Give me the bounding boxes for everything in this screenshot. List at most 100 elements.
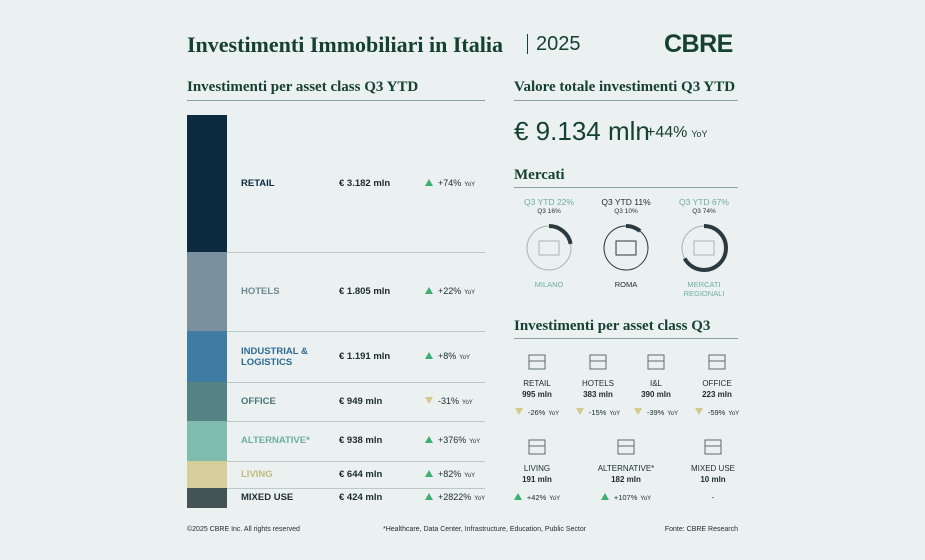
q3-name: I&L xyxy=(649,379,662,388)
section-title: Valore totale investimenti Q3 YTD xyxy=(514,79,736,95)
market-gauge xyxy=(602,224,650,272)
market-ytd: Q3 YTD 22% xyxy=(524,197,574,207)
asset-value: € 1.805 mln xyxy=(339,285,391,297)
separator xyxy=(227,252,485,253)
separator xyxy=(227,488,485,489)
market-q3: Q3 10% xyxy=(614,208,638,215)
yoy: YoY xyxy=(469,439,481,445)
market-name: ROMA xyxy=(614,280,638,289)
footer-note: *Healthcare, Data Center, Infrastructure… xyxy=(383,526,587,533)
q3-name: RETAIL xyxy=(523,379,551,388)
market-name: MERCATI REGIONALI xyxy=(683,280,725,298)
change: +8% YoY xyxy=(425,351,470,361)
year: 2025 xyxy=(527,34,581,54)
market-gauge xyxy=(525,224,573,272)
icon xyxy=(617,439,635,455)
asset-value: € 424 mln xyxy=(339,492,383,503)
icon xyxy=(708,354,726,370)
arrow xyxy=(600,493,609,500)
asset-name: MIXED USE xyxy=(241,492,294,503)
yoy: YoY xyxy=(548,411,560,417)
change-value: +82% xyxy=(438,468,462,479)
change-value: +2822% xyxy=(438,492,472,502)
block xyxy=(187,461,227,488)
block xyxy=(187,115,227,252)
asset-value: € 3.182 mln xyxy=(339,177,391,189)
section-title: Investimenti per asset class Q3 YTD xyxy=(187,79,419,95)
icon xyxy=(647,354,665,370)
section-title: Mercati xyxy=(514,167,565,183)
q3-name: MIXED USE xyxy=(690,464,735,473)
separator xyxy=(227,421,485,422)
block xyxy=(187,488,227,508)
change-value: - xyxy=(711,493,715,502)
block xyxy=(187,382,227,421)
logo: CBRE xyxy=(664,30,733,58)
change: +22% YoY xyxy=(425,286,475,296)
yoy: YoY xyxy=(691,129,708,139)
asset-name: OFFICE xyxy=(241,395,276,407)
change-value: +8% xyxy=(438,350,457,361)
change-value: +107% xyxy=(613,493,638,502)
title: Investimenti Immobiliari in Italia xyxy=(187,32,503,57)
arrow xyxy=(514,408,523,415)
q3-name: HOTELS xyxy=(581,379,614,388)
asset-name: ALTERNATIVE* xyxy=(241,435,310,446)
change: +82% YoY xyxy=(425,469,475,479)
q3-name: OFFICE xyxy=(702,379,732,388)
q3-value: 223 mln xyxy=(702,390,732,399)
change: +107% YoY xyxy=(586,493,666,502)
q3-value: 390 mln xyxy=(641,390,671,399)
arrow xyxy=(575,408,584,415)
block xyxy=(187,331,227,382)
arrow xyxy=(425,493,433,500)
arrow xyxy=(425,351,433,359)
change-value: -26% xyxy=(527,408,546,417)
asset-value: € 938 mln xyxy=(339,435,383,446)
market-ytd: Q3 YTD 11% xyxy=(601,197,651,207)
change: -31% YoY xyxy=(425,396,473,406)
change: +42% YoY xyxy=(497,493,577,502)
q3-value: 182 mln xyxy=(611,475,641,484)
arrow xyxy=(513,493,522,500)
asset-name: HOTELS xyxy=(241,285,280,297)
yoy: YoY xyxy=(728,411,740,417)
change: - xyxy=(673,493,753,502)
change-value: -39% xyxy=(646,408,665,417)
yoy: YoY xyxy=(667,411,679,417)
icon xyxy=(589,354,607,370)
arrow xyxy=(425,178,433,186)
total-change: +44% YoY xyxy=(646,124,708,142)
yoy: YoY xyxy=(464,289,476,296)
asset-value: € 644 mln xyxy=(339,468,383,480)
icon xyxy=(704,439,722,455)
arrow xyxy=(425,286,433,294)
q3-value: 383 mln xyxy=(583,390,613,399)
market-ytd: Q3 YTD 67% xyxy=(679,197,729,207)
change: +2822% YoY xyxy=(425,492,485,502)
block xyxy=(187,252,227,331)
icon xyxy=(528,354,546,370)
block xyxy=(187,421,227,461)
yoy: YoY xyxy=(474,496,486,502)
change-value: -15% xyxy=(588,408,607,417)
yoy: YoY xyxy=(549,496,561,502)
separator xyxy=(227,331,485,332)
yoy: YoY xyxy=(459,354,471,361)
yoy: YoY xyxy=(464,472,476,479)
change: +74% YoY xyxy=(425,178,475,188)
change: +376% YoY xyxy=(425,435,480,445)
asset-value: € 949 mln xyxy=(339,395,383,407)
yoy: YoY xyxy=(464,181,476,188)
market-q3: Q3 16% xyxy=(537,208,561,215)
q3-value: 995 mln xyxy=(522,390,552,399)
footer-source: Fonte: CBRE Research xyxy=(664,526,738,533)
change-value: -31% xyxy=(438,395,460,406)
market-name: MILANO xyxy=(534,280,564,289)
change: +44% xyxy=(646,124,688,141)
asset-name: INDUSTRIAL & LOGISTICS xyxy=(241,345,308,368)
footer-copyright: ©2025 CBRE Inc. All rights reserved xyxy=(187,526,300,533)
asset-name: LIVING xyxy=(241,468,273,480)
arrow xyxy=(425,469,433,477)
